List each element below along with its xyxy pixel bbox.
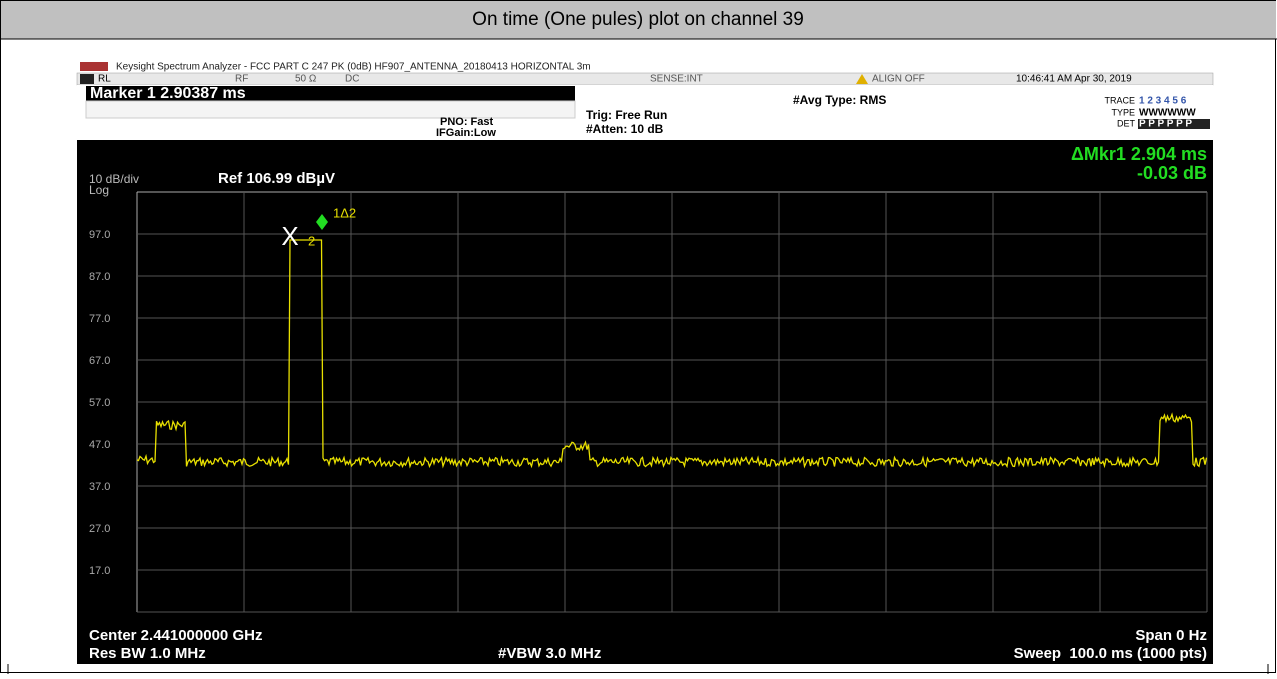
status-align: ALIGN OFF [872,74,925,85]
log: Log [89,183,109,197]
ref-level: Ref 106.99 dBµV [218,170,335,187]
status-rl: RL [98,74,111,85]
type-value: WWWWWW [1139,108,1196,119]
marker-text: Marker 1 2.90387 ms [90,85,246,102]
y-label: 97.0 [89,229,110,241]
warn-icon [856,74,868,84]
atten: #Atten: 10 dB [586,122,664,136]
scale: 10 dB/div [89,172,139,186]
vbw: #VBW 3.0 MHz [498,645,601,662]
det-value: P P P P P P [1139,119,1192,130]
type-label: TYPE [1111,107,1135,117]
header-bg [1,1,1276,39]
marker-ref-symbol: X [281,221,298,251]
y-label: 57.0 [89,397,110,409]
window-title: Keysight Spectrum Analyzer - FCC PART C … [116,62,591,73]
y-label: 27.0 [89,523,110,535]
trace-value: 1 2 3 4 5 6 [1139,96,1187,107]
span: Span 0 Hz [1135,627,1207,644]
status-sense: SENSE:INT [650,74,703,85]
y-label: 77.0 [89,313,110,325]
pno: PNO: Fast [440,116,494,128]
status-coupling: DC [345,74,359,85]
header-title: On time (One pules) plot on channel 39 [472,9,804,30]
delta-readout: ΔMkr1 2.904 ms [1071,144,1207,164]
marker-delta-label: 1Δ2 [333,205,356,220]
ifgain: IFGain:Low [436,127,496,139]
marker-box [86,86,575,101]
app-icon [80,62,108,71]
sweep: Sweep 100.0 ms (1000 pts) [1014,645,1207,662]
y-label: 17.0 [89,565,110,577]
title-bar [77,60,1213,73]
marker-delta-symbol [316,214,328,230]
y-label: 47.0 [89,439,110,451]
det-label: DET [1117,118,1136,128]
y-label: 67.0 [89,355,110,367]
avg-type: #Avg Type: RMS [793,93,886,107]
status-impedance: 50 Ω [295,74,317,85]
trace [136,239,1208,469]
det-bg [1138,119,1210,129]
lxi-icon [80,74,94,84]
y-labels: 97.0 87.0 77.0 67.0 57.0 47.0 37.0 27.0 17.0 [89,229,110,577]
status-time: 10:46:41 AM Apr 30, 2019 [1016,74,1132,85]
y-label: 87.0 [89,271,110,283]
trace-label: TRACE [1104,95,1135,105]
grid [136,191,1208,613]
trig: Trig: Free Run [586,108,667,122]
y-label: 37.0 [89,481,110,493]
delta-level: -0.03 dB [1137,163,1207,183]
status-rf: RF [235,74,248,85]
center: Center 2.441000000 GHz [89,627,262,644]
rbw: Res BW 1.0 MHz [89,645,206,662]
marker-entry [85,100,576,119]
marker-ref-label: 2 [308,233,315,248]
